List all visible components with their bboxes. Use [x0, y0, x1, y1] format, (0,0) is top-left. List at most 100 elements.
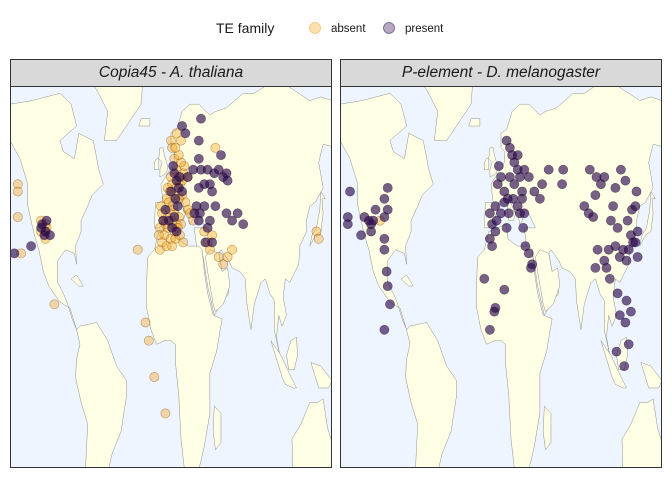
land-japan: [639, 190, 656, 247]
point-present: [169, 212, 180, 222]
point-present: [612, 288, 623, 299]
point-absent: [132, 244, 143, 255]
point-absent: [170, 142, 181, 153]
point-present: [529, 186, 540, 197]
land-iceland: [138, 118, 151, 127]
facet-title-prefix: P-element -: [401, 64, 487, 81]
land-cuba: [70, 274, 84, 287]
point-present: [534, 193, 545, 204]
point-present: [222, 175, 233, 186]
point-present: [632, 252, 643, 262]
point-present: [168, 161, 179, 171]
legend-label-absent: absent: [331, 23, 366, 35]
facet-panel-p-element: P-element - D. melanogaster: [340, 59, 662, 468]
point-absent: [12, 186, 23, 197]
point-absent: [218, 259, 229, 270]
point-present: [592, 244, 603, 255]
series-present: [342, 135, 643, 371]
point-absent: [227, 244, 237, 255]
point-present: [537, 179, 547, 190]
point-present: [558, 164, 569, 175]
land-greenland: [93, 86, 143, 141]
legend-key-absent: [309, 22, 321, 34]
point-present: [501, 222, 512, 233]
land-greenland: [423, 86, 473, 141]
point-present: [490, 302, 501, 313]
point-present: [508, 193, 519, 204]
point-present: [194, 208, 205, 219]
legend-title: TE family: [216, 20, 274, 36]
legend-key-present: [383, 22, 395, 34]
point-present: [382, 204, 393, 215]
land-southeast-asia: [270, 340, 297, 389]
point-absent: [12, 212, 23, 222]
point-present: [621, 295, 632, 306]
facet-title-species: A. thaliana: [169, 64, 244, 81]
point-present: [356, 230, 366, 241]
point-present: [492, 179, 503, 190]
point-present: [177, 186, 187, 197]
point-present: [518, 222, 529, 233]
land-ireland: [484, 158, 490, 170]
point-present: [366, 219, 376, 230]
point-present: [193, 153, 204, 164]
point-present: [158, 215, 169, 226]
point-present: [630, 201, 641, 211]
facet-strip-copia45: Copia45 - A. thaliana: [10, 59, 332, 87]
point-present: [631, 186, 642, 197]
facet-panel-copia45: Copia45 - A. thaliana: [10, 59, 332, 468]
facet-title-species: D. melanogaster: [486, 64, 601, 81]
land-north-america: [10, 92, 104, 330]
point-absent: [153, 230, 164, 241]
point-present: [491, 215, 502, 226]
point-present: [632, 226, 643, 237]
point-present: [238, 219, 249, 230]
land-iceland: [468, 118, 481, 127]
point-present: [590, 262, 601, 273]
map-copia45: [10, 86, 332, 468]
point-absent: [161, 241, 172, 251]
point-absent: [49, 299, 60, 310]
point-absent: [149, 372, 160, 382]
facet-title-prefix: Copia45 -: [98, 64, 170, 81]
point-present: [615, 164, 626, 175]
point-present: [484, 324, 495, 335]
land-cuba: [400, 274, 414, 287]
land-new-guinea: [640, 362, 662, 389]
point-present: [382, 281, 393, 291]
point-present: [503, 208, 514, 219]
legend-label-present: present: [405, 23, 444, 35]
point-present: [193, 135, 204, 146]
point-absent: [222, 252, 233, 262]
land-madagascar: [542, 405, 552, 451]
point-present: [379, 193, 390, 204]
point-present: [630, 237, 641, 248]
point-present: [623, 339, 634, 350]
point-present: [345, 186, 355, 197]
point-present: [216, 150, 226, 160]
land-britain: [158, 147, 168, 178]
point-present: [579, 201, 590, 211]
point-present: [379, 233, 390, 244]
point-present: [584, 164, 595, 175]
point-present: [210, 201, 221, 211]
land-new-guinea: [310, 362, 332, 389]
point-present: [207, 237, 217, 248]
point-absent: [313, 233, 324, 244]
point-present: [171, 226, 182, 237]
point-present: [512, 150, 523, 160]
facet-strip-p-element: P-element - D. melanogaster: [340, 59, 662, 87]
point-absent: [178, 237, 189, 248]
land-madagascar: [212, 405, 222, 451]
point-present: [196, 113, 206, 124]
point-present: [523, 248, 534, 259]
point-present: [519, 208, 530, 219]
point-present: [479, 273, 490, 284]
point-present: [193, 183, 204, 193]
point-present: [610, 183, 621, 193]
point-present: [623, 244, 634, 255]
point-absent: [176, 135, 186, 146]
point-present: [227, 215, 237, 226]
point-present: [232, 208, 243, 219]
point-absent: [167, 142, 177, 153]
